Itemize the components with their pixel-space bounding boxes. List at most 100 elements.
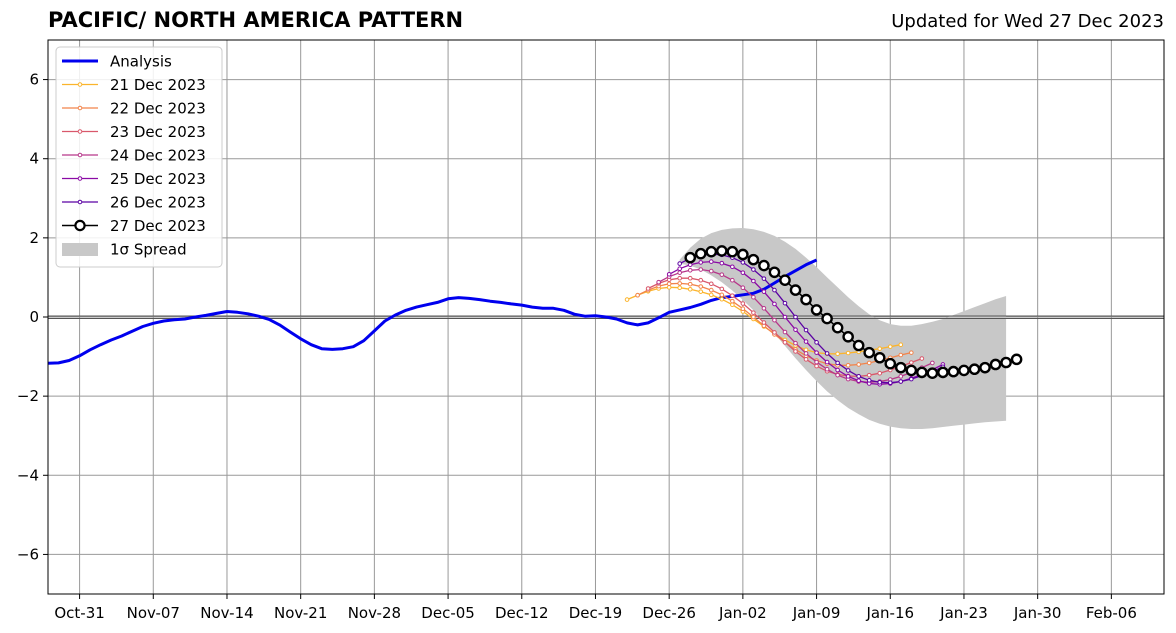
x-tick-label: Dec-19	[569, 604, 623, 622]
forecast-point	[740, 260, 746, 265]
latest-point	[684, 251, 697, 264]
legend-label: 21 Dec 2023	[110, 76, 206, 94]
grid-lines	[48, 40, 1164, 594]
latest-point	[789, 284, 802, 296]
forecast-point	[772, 317, 777, 323]
latest-point	[979, 361, 991, 374]
forecast-point	[898, 374, 904, 379]
x-tick-label: Dec-05	[421, 604, 475, 622]
forecast-point	[730, 277, 735, 283]
forecast-point	[719, 260, 725, 266]
legend-marker	[77, 82, 83, 87]
x-tick-label: Nov-07	[127, 604, 180, 622]
x-tick-label: Nov-14	[200, 604, 253, 622]
legend-entry: 1σ Spread	[62, 241, 187, 259]
forecast-point	[677, 285, 682, 291]
forecast-point	[877, 346, 883, 351]
forecast-point	[835, 367, 840, 373]
x-tick-label: Jan-30	[1013, 604, 1062, 622]
forecast-point	[803, 357, 809, 362]
latest-point	[779, 274, 791, 286]
forecast-point	[698, 260, 704, 265]
updated-date: Updated for Wed 27 Dec 2023	[891, 11, 1164, 32]
latest-point	[810, 304, 823, 316]
x-tick-label: Jan-16	[865, 604, 914, 622]
legend-entry: 22 Dec 2023	[62, 100, 206, 118]
forecast-point	[698, 267, 704, 272]
forecast-point	[719, 286, 725, 292]
legend-entry: 27 Dec 2023	[62, 217, 206, 235]
latest-point	[852, 339, 865, 352]
forecast-point	[824, 351, 830, 356]
forecast-point	[687, 281, 693, 287]
latest-point	[894, 361, 907, 374]
legend-entry: Analysis	[62, 53, 172, 71]
forecast-point	[666, 281, 672, 287]
x-tick-label: Jan-23	[939, 604, 988, 622]
forecast-point	[687, 275, 693, 281]
latest-point	[873, 351, 886, 364]
x-tick-label: Dec-12	[495, 604, 549, 622]
forecast-point	[814, 340, 819, 345]
latest-point	[863, 346, 876, 359]
forecast-point	[624, 297, 630, 302]
y-tick-label: 4	[29, 150, 39, 168]
legend-marker	[77, 129, 83, 134]
latest-point	[968, 363, 981, 376]
legend-label: 24 Dec 2023	[110, 147, 206, 165]
forecast-point	[887, 380, 893, 385]
forecast-point	[719, 292, 725, 298]
forecast-point	[698, 277, 704, 283]
legend-label: 23 Dec 2023	[110, 123, 206, 141]
forecast-point	[730, 298, 735, 304]
latest-point	[768, 266, 781, 279]
forecast-point	[845, 374, 851, 379]
forecast-point	[751, 310, 756, 315]
latest-point	[758, 259, 770, 272]
latest-point	[821, 312, 833, 325]
forecast-point	[708, 259, 714, 264]
forecast-point	[803, 339, 809, 344]
legend-box	[55, 46, 223, 268]
y-tick-label: 2	[29, 229, 39, 247]
forecast-point	[751, 314, 756, 320]
forecast-point	[898, 342, 904, 348]
forecast-point	[814, 350, 819, 355]
forecast-point	[708, 281, 714, 287]
latest-point	[926, 367, 939, 379]
forecast-point	[909, 350, 914, 355]
latest-forecast-series	[684, 245, 1023, 379]
forecast-point	[740, 306, 746, 311]
legend-marker	[74, 219, 86, 232]
forecast-point	[761, 276, 767, 281]
forecast-point	[814, 359, 819, 365]
forecast-point	[687, 268, 693, 273]
forecast-point	[656, 279, 661, 285]
analysis-series	[47, 258, 818, 365]
latest-point	[737, 248, 749, 261]
forecast-point	[761, 320, 767, 325]
forecast-point	[698, 289, 704, 294]
x-tick-label: Oct-31	[54, 604, 104, 622]
forecast-point	[824, 366, 830, 372]
legend-marker	[77, 152, 83, 158]
forecast-point	[814, 363, 819, 369]
forecast-point	[909, 360, 914, 365]
forecast-point	[845, 368, 851, 373]
y-tick-label: −6	[17, 545, 39, 563]
forecast-point	[845, 350, 851, 356]
legend-entry: 24 Dec 2023	[62, 147, 206, 165]
forecast-point	[687, 262, 693, 268]
latest-point	[694, 247, 707, 260]
legend-entry: 23 Dec 2023	[62, 123, 206, 141]
forecast-point	[730, 264, 735, 270]
analysis-line	[47, 258, 818, 365]
latest-point	[705, 245, 718, 258]
forecast-point	[740, 285, 746, 291]
forecast-point	[835, 372, 840, 378]
legend-label: 1σ Spread	[110, 241, 187, 259]
legend-label: 25 Dec 2023	[110, 170, 206, 188]
forecast-point	[835, 351, 840, 357]
forecast-point	[645, 286, 651, 291]
forecast-point	[677, 275, 682, 281]
